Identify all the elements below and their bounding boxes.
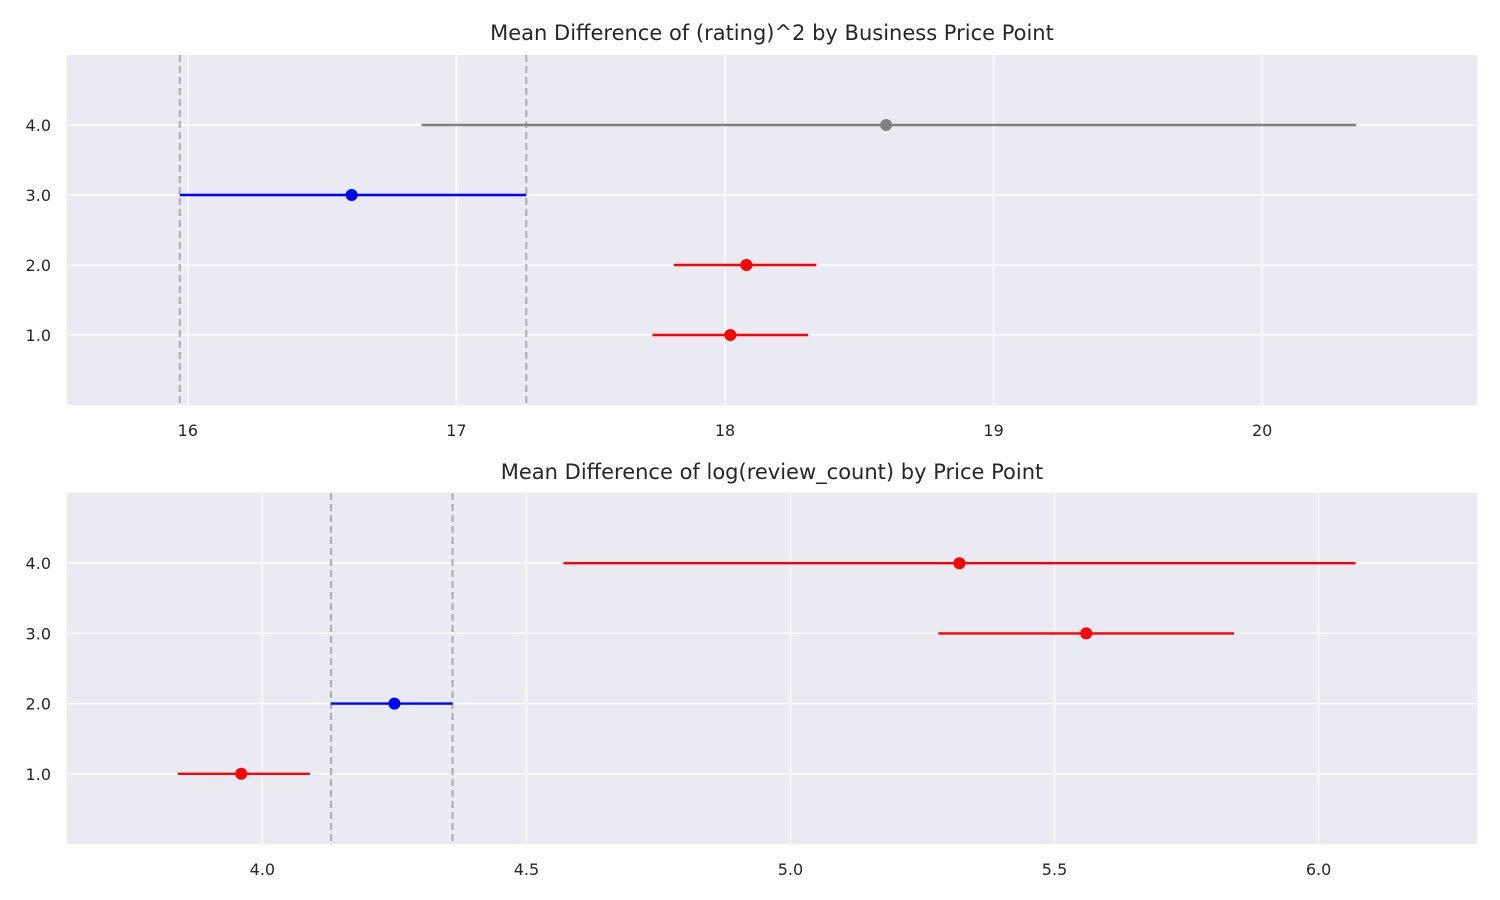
mean-point xyxy=(345,189,358,201)
mean-point xyxy=(235,767,248,780)
y-tick-label: 1.0 xyxy=(26,326,51,345)
y-tick-label: 2.0 xyxy=(26,256,51,275)
y-tick-label: 4.0 xyxy=(26,116,51,135)
plot-area xyxy=(67,55,1477,405)
y-tick-label: 2.0 xyxy=(26,695,51,714)
panel-log-review-count: 4.0 4.5 5.0 5.5 6.0 1.0 2.0 3.0 4.0 Mean Differen… xyxy=(26,460,1477,879)
y-tick-label: 1.0 xyxy=(26,765,51,784)
x-tick-label: 6.0 xyxy=(1306,860,1331,879)
x-tick-label: 20 xyxy=(1252,421,1272,440)
mean-point xyxy=(880,119,893,131)
x-tick-label: 16 xyxy=(178,421,198,440)
mean-point xyxy=(388,697,401,710)
x-tick-label: 19 xyxy=(983,421,1003,440)
panel-rating-squared: 16 17 18 19 20 1.0 2.0 3.0 4.0 Mean Difference of… xyxy=(26,21,1477,440)
x-tick-label: 5.5 xyxy=(1042,860,1067,879)
y-tick-label: 3.0 xyxy=(26,624,51,643)
x-tick-label: 4.0 xyxy=(250,860,275,879)
y-tick-label: 4.0 xyxy=(26,554,51,573)
x-tick-label: 5.0 xyxy=(778,860,803,879)
chart-title: Mean Difference of log(review_count) by … xyxy=(501,460,1044,485)
mean-point xyxy=(953,557,966,570)
chart-title: Mean Difference of (rating)^2 by Busines… xyxy=(490,21,1054,45)
mean-point xyxy=(1080,627,1093,640)
plot-area xyxy=(67,493,1477,844)
y-tick-label: 3.0 xyxy=(26,186,51,205)
x-tick-label: 18 xyxy=(715,421,735,440)
mean-point xyxy=(724,329,737,341)
x-tick-label: 4.5 xyxy=(514,860,539,879)
x-tick-label: 17 xyxy=(446,421,466,440)
mean-point xyxy=(740,259,753,271)
